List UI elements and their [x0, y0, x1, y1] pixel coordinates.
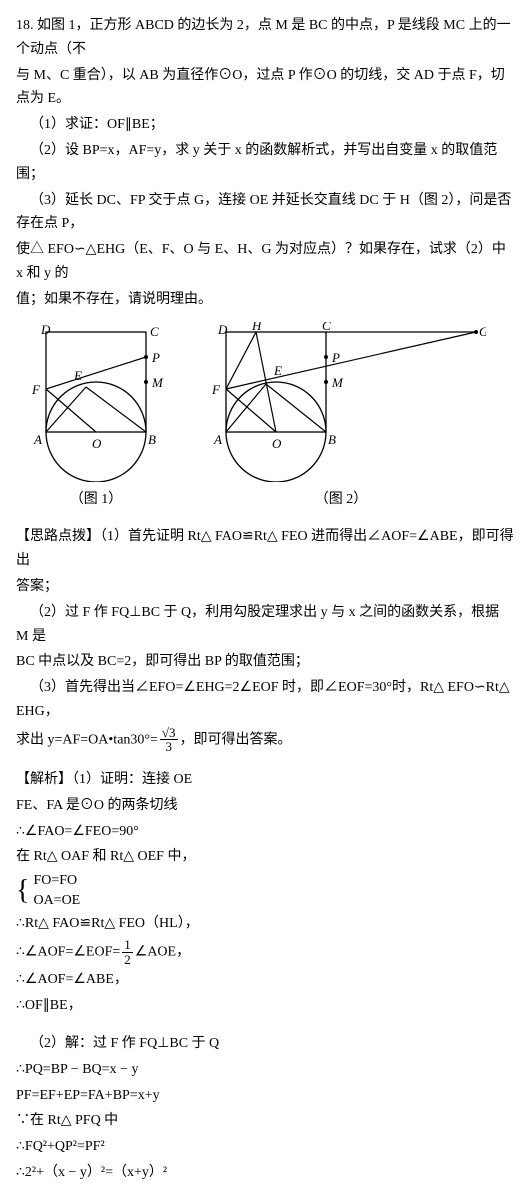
svg-text:C: C — [322, 322, 331, 333]
question-3b: 使△ EFO∽△EHG（E、F、O 与 E、H、G 为对应点）？如果存在，试求（… — [16, 238, 514, 286]
svg-text:A: A — [213, 432, 222, 447]
svg-text:M: M — [151, 375, 164, 390]
problem-statement: 18. 如图 1，正方形 ABCD 的边长为 2，点 M 是 BC 的中点，P … — [16, 14, 514, 62]
svg-text:E: E — [73, 368, 82, 383]
figure-1: D C P M E F A B O （图 1） — [16, 322, 176, 512]
brace-icon: { — [16, 877, 29, 905]
problem-line1: 如图 1，正方形 ABCD 的边长为 2，点 M 是 BC 的中点，P 是线段 … — [16, 18, 511, 57]
svg-text:C: C — [150, 324, 159, 339]
figure-1-svg: D C P M E F A B O — [16, 322, 176, 482]
s1-brace2: OA=OE — [33, 891, 80, 911]
s1-l3: 在 Rt△ OAF 和 Rt△ OEF 中， — [16, 845, 514, 869]
s2-l4: ∴FQ²+QP²=PF² — [16, 1135, 514, 1159]
svg-text:A: A — [33, 432, 42, 447]
hint-p2a: （2）过 F 作 FQ⊥BC 于 Q，利用勾股定理求出 y 与 x 之间的函数关… — [16, 601, 514, 649]
svg-text:P: P — [331, 350, 340, 365]
s2-l2: PF=EF+EP=FA+BP=x+y — [16, 1084, 514, 1108]
question-3c: 值；如果不存在，请说明理由。 — [16, 288, 514, 312]
svg-text:M: M — [331, 375, 344, 390]
svg-text:O: O — [272, 436, 282, 451]
s2-title: （2）解：过 F 作 FQ⊥BC 于 Q — [16, 1032, 514, 1056]
hint-section: 【思路点拨】（1）首先证明 Rt△ FAO≌Rt△ FEO 进而得出∠AOF=∠… — [16, 525, 514, 573]
hint-p3b: 求出 y=AF=OA•tan30°=√33，即可得出答案。 — [16, 726, 514, 754]
question-3a: （3）延长 DC、FP 交于点 G，连接 OE 并延长交直线 DC 于 H（图 … — [16, 189, 514, 237]
svg-text:B: B — [148, 432, 156, 447]
s1-l4: ∴Rt△ FAO≌Rt△ FEO（HL）， — [16, 912, 514, 936]
hint-p2b: BC 中点以及 BC=2，即可得出 BP 的取值范围； — [16, 650, 514, 674]
svg-text:D: D — [40, 322, 51, 337]
hint-p3a: （3）首先得出当∠EFO=∠EHG=2∠EOF 时，即∠EOF=30°时，Rt△… — [16, 676, 514, 724]
s1-l6: ∴∠AOF=∠ABE， — [16, 968, 514, 992]
svg-text:B: B — [328, 432, 336, 447]
hint-p3b-pre: 求出 y=AF=OA•tan30°= — [16, 732, 158, 747]
s1-l7: ∴OF∥BE， — [16, 994, 514, 1018]
s1-l2: ∴∠FAO=∠FEO=90° — [16, 820, 514, 844]
s2-l3: ∵在 Rt△ PFQ 中 — [16, 1109, 514, 1133]
question-1: （1）求证：OF∥BE； — [16, 113, 514, 137]
svg-text:P: P — [151, 350, 160, 365]
s1-l5-post: ∠AOE， — [135, 945, 190, 960]
svg-text:F: F — [211, 382, 221, 397]
problem-number: 18. — [16, 18, 34, 33]
svg-text:D: D — [217, 322, 228, 337]
hint-p3b-post: ，即可得出答案。 — [180, 732, 292, 747]
svg-text:E: E — [273, 363, 282, 378]
solution-section: 【解析】（1）证明：连接 OE — [16, 768, 514, 792]
s1-brace1: FO=FO — [33, 871, 80, 891]
figure-2: D H C G P M E F A B O （图 2） — [196, 322, 486, 512]
svg-text:H: H — [251, 322, 262, 333]
svg-text:G: G — [479, 324, 486, 339]
s1-l5: ∴∠AOF=∠EOF=12∠AOE， — [16, 938, 514, 966]
svg-text:O: O — [92, 436, 102, 451]
figures-row: D C P M E F A B O （图 1） — [16, 322, 514, 512]
problem-line2: 与 M、C 重合），以 AB 为直径作⊙O，过点 P 作⊙O 的切线，交 AD … — [16, 64, 514, 112]
hint-title: 【思路点拨】 — [16, 529, 100, 544]
s2-l5: ∴2²+（x − y）²=（x+y）² — [16, 1161, 514, 1185]
s2-l1: ∴PQ=BP − BQ=x − y — [16, 1058, 514, 1082]
fraction-sqrt3-3: √33 — [160, 726, 178, 754]
hint-p1b: 答案； — [16, 575, 514, 599]
s1-title: （1）证明：连接 OE — [72, 772, 192, 787]
svg-text:F: F — [31, 382, 41, 397]
solution-title: 【解析】 — [16, 772, 72, 787]
fraction-half: 12 — [122, 938, 133, 966]
s1-l5-pre: ∴∠AOF=∠EOF= — [16, 945, 120, 960]
s1-l1: FE、FA 是⊙O 的两条切线 — [16, 794, 514, 818]
question-2: （2）设 BP=x，AF=y，求 y 关于 x 的函数解析式，并写出自变量 x … — [16, 139, 514, 187]
figure-2-svg: D H C G P M E F A B O — [196, 322, 486, 482]
s1-brace: { FO=FO OA=OE — [16, 871, 514, 910]
figure-1-caption: （图 1） — [16, 488, 176, 512]
figure-2-caption: （图 2） — [196, 488, 486, 512]
